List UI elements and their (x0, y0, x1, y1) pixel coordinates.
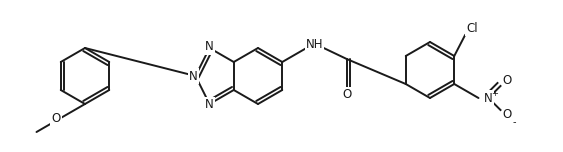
Text: O: O (503, 109, 512, 121)
Text: N: N (189, 69, 198, 83)
Text: N: N (205, 98, 214, 112)
Text: -: - (513, 117, 516, 127)
Text: O: O (342, 88, 351, 102)
Text: O: O (503, 74, 512, 88)
Text: N: N (484, 92, 493, 105)
Text: NH: NH (306, 38, 323, 52)
Text: N: N (205, 40, 214, 54)
Text: +: + (491, 88, 498, 97)
Text: O: O (51, 112, 60, 124)
Text: Cl: Cl (466, 22, 478, 35)
